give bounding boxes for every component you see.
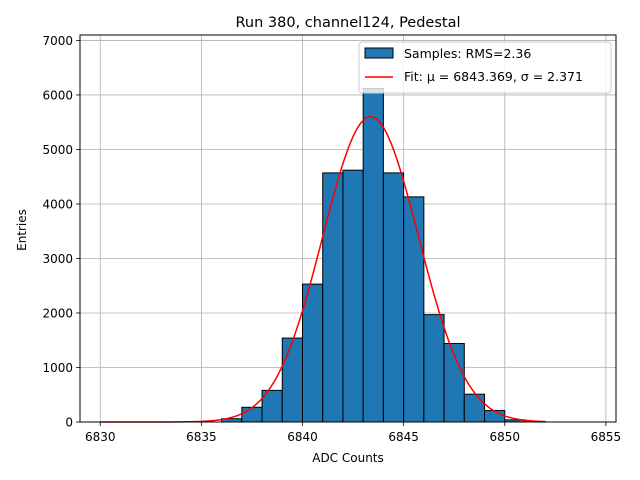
axes-frame — [79, 34, 617, 423]
histogram-bar — [301, 283, 324, 423]
x-axis-ticks: 6830 6835 6840 6845 6850 6855 — [85, 422, 621, 444]
histogram-bars — [221, 87, 546, 423]
x-tick-label: 6855 — [591, 430, 622, 444]
legend-samples-swatch — [364, 47, 394, 59]
y-tick-label: 6000 — [42, 88, 73, 102]
histogram-bar — [382, 172, 405, 423]
x-tick-label: 6845 — [388, 430, 419, 444]
y-tick-label: 7000 — [42, 34, 73, 48]
histogram-bar — [241, 406, 263, 423]
y-axis-label: Entries — [15, 209, 29, 251]
histogram-bar — [281, 337, 303, 423]
histogram-bar — [362, 87, 384, 423]
legend-fit-label: Fit: μ = 6843.369, σ = 2.371 — [404, 69, 583, 84]
histogram-bar — [342, 169, 364, 423]
y-axis-ticks: 0 1000 2000 3000 4000 5000 6000 7000 — [42, 34, 80, 430]
legend-samples-label: Samples: RMS=2.36 — [404, 46, 531, 61]
histogram-bar — [403, 196, 425, 423]
x-tick-label: 6835 — [186, 430, 217, 444]
x-tick-label: 6840 — [287, 430, 318, 444]
histogram-bar — [463, 393, 486, 423]
grid-lines — [80, 35, 616, 423]
legend: Samples: RMS=2.36 Fit: μ = 6843.369, σ =… — [358, 41, 612, 94]
histogram-bar — [484, 410, 506, 423]
y-tick-label: 4000 — [42, 197, 73, 211]
histogram-bar — [423, 314, 445, 423]
x-tick-label: 6850 — [489, 430, 520, 444]
y-tick-label: 3000 — [42, 252, 73, 266]
y-tick-label: 5000 — [42, 143, 73, 157]
chart-title: Run 380, channel124, Pedestal — [235, 15, 460, 31]
legend-box — [358, 41, 612, 94]
y-tick-label: 0 — [65, 416, 73, 430]
x-axis-label: ADC Counts — [312, 451, 384, 465]
y-tick-label: 2000 — [42, 306, 73, 320]
x-tick-label: 6830 — [85, 430, 116, 444]
y-tick-label: 1000 — [42, 361, 73, 375]
histogram-bar — [322, 172, 344, 423]
